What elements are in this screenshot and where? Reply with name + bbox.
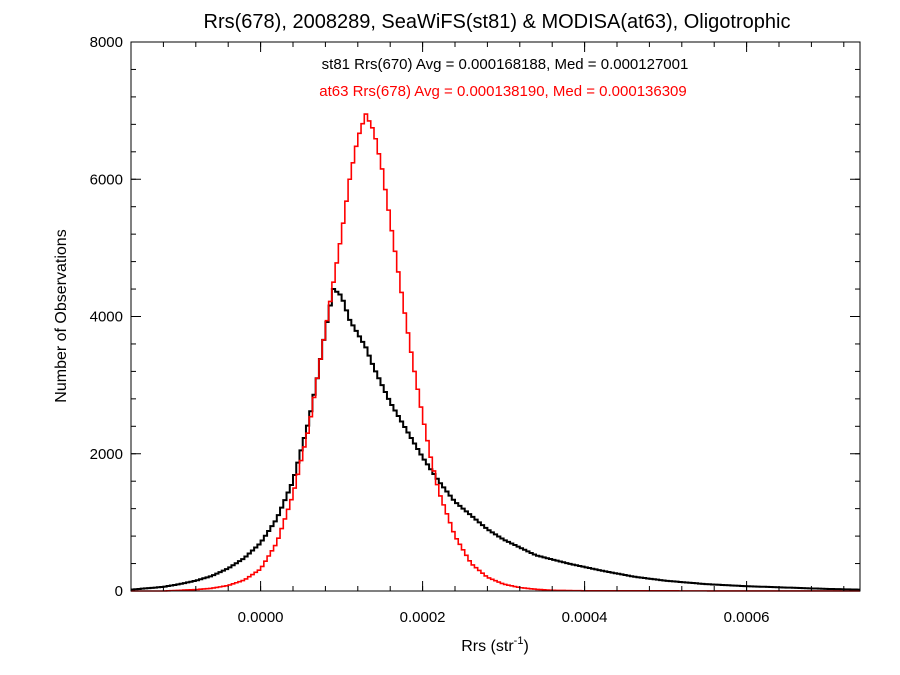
- x-tick-label: 0.0006: [724, 609, 770, 626]
- axis-ticks: 0.0000 0.0002 0.0004 0.0006 0 2000 4000 6000 800…: [90, 34, 860, 626]
- histogram-series-1: [131, 113, 860, 592]
- y-tick-label: 2000: [90, 446, 123, 463]
- x-axis-label: Rrs (str-1): [461, 635, 529, 655]
- x-axis-label-superscript: -1: [514, 635, 524, 647]
- x-tick-label: 0.0004: [562, 609, 608, 626]
- y-tick-label: 8000: [90, 34, 123, 51]
- y-tick-label: 0: [115, 583, 123, 600]
- x-tick-label: 0.0000: [238, 609, 284, 626]
- y-axis-label: Number of Observations: [53, 229, 70, 402]
- plot-series-group: [131, 113, 860, 592]
- chart-title: Rrs(678), 2008289, SeaWiFS(st81) & MODIS…: [204, 11, 791, 33]
- histogram-series-0: [131, 288, 860, 591]
- x-tick-label: 0.0002: [400, 609, 446, 626]
- annotation-st81: st81 Rrs(670) Avg = 0.000168188, Med = 0…: [322, 56, 689, 73]
- x-axis-label-main: Rrs (str: [461, 638, 514, 655]
- x-axis-label-close: ): [523, 638, 528, 655]
- annotation-at63: at63 Rrs(678) Avg = 0.000138190, Med = 0…: [319, 83, 687, 100]
- y-tick-label: 4000: [90, 309, 123, 326]
- y-tick-label: 6000: [90, 171, 123, 188]
- plot-frame: [130, 41, 861, 592]
